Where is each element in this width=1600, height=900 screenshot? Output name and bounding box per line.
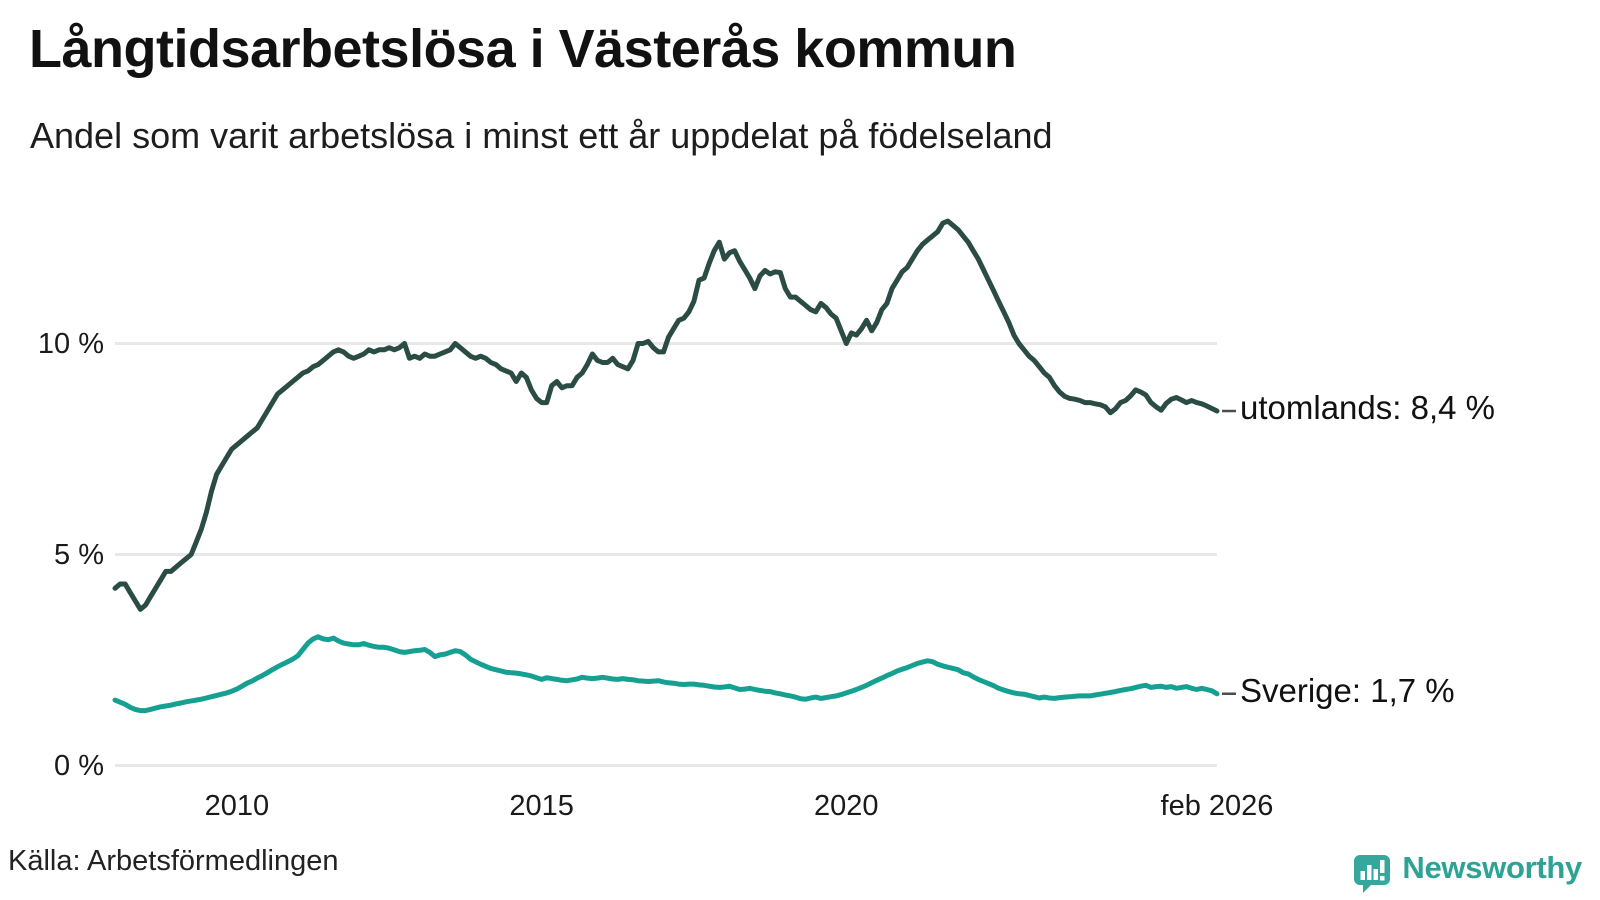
speech-bubble-shape [1354,855,1391,893]
source-note: Källa: Arbetsförmedlingen [8,845,339,877]
series-line-sverige [112,634,1220,714]
bar-1 [1360,871,1366,880]
series-lines [112,218,1220,714]
gridlines [115,342,1217,767]
x-tick-label-2020: 2020 [814,790,879,822]
x-tick-label-2015: 2015 [509,790,574,822]
newsworthy-icon [1354,855,1391,893]
series-label-utomlands: utomlands: 8,4 % [1240,389,1495,426]
x-tick-label-2010: 2010 [204,790,270,822]
page-subtitle: Andel som varit arbetslösa i minst ett å… [30,115,1053,156]
series-line-utomlands [112,218,1220,612]
y-tick-label-10: 10 % [37,327,104,360]
exclamation-dot [1380,876,1385,881]
x-tick-label-feb-2026: feb 2026 [1160,790,1274,822]
brand-logo: Newsworthy [1352,843,1582,893]
series-label-sverige: Sverige: 1,7 % [1240,672,1455,709]
label-connectors [1222,409,1236,696]
exclamation-stem [1380,860,1385,873]
y-tick-label-5: 5 % [54,538,104,571]
page-title: Långtidsarbetslösa i Västerås kommun [29,19,1017,79]
bar-2 [1367,865,1372,880]
bar-3 [1373,869,1379,880]
brand-name: Newsworthy [1402,850,1582,885]
y-tick-label-0: 0 % [54,749,104,782]
